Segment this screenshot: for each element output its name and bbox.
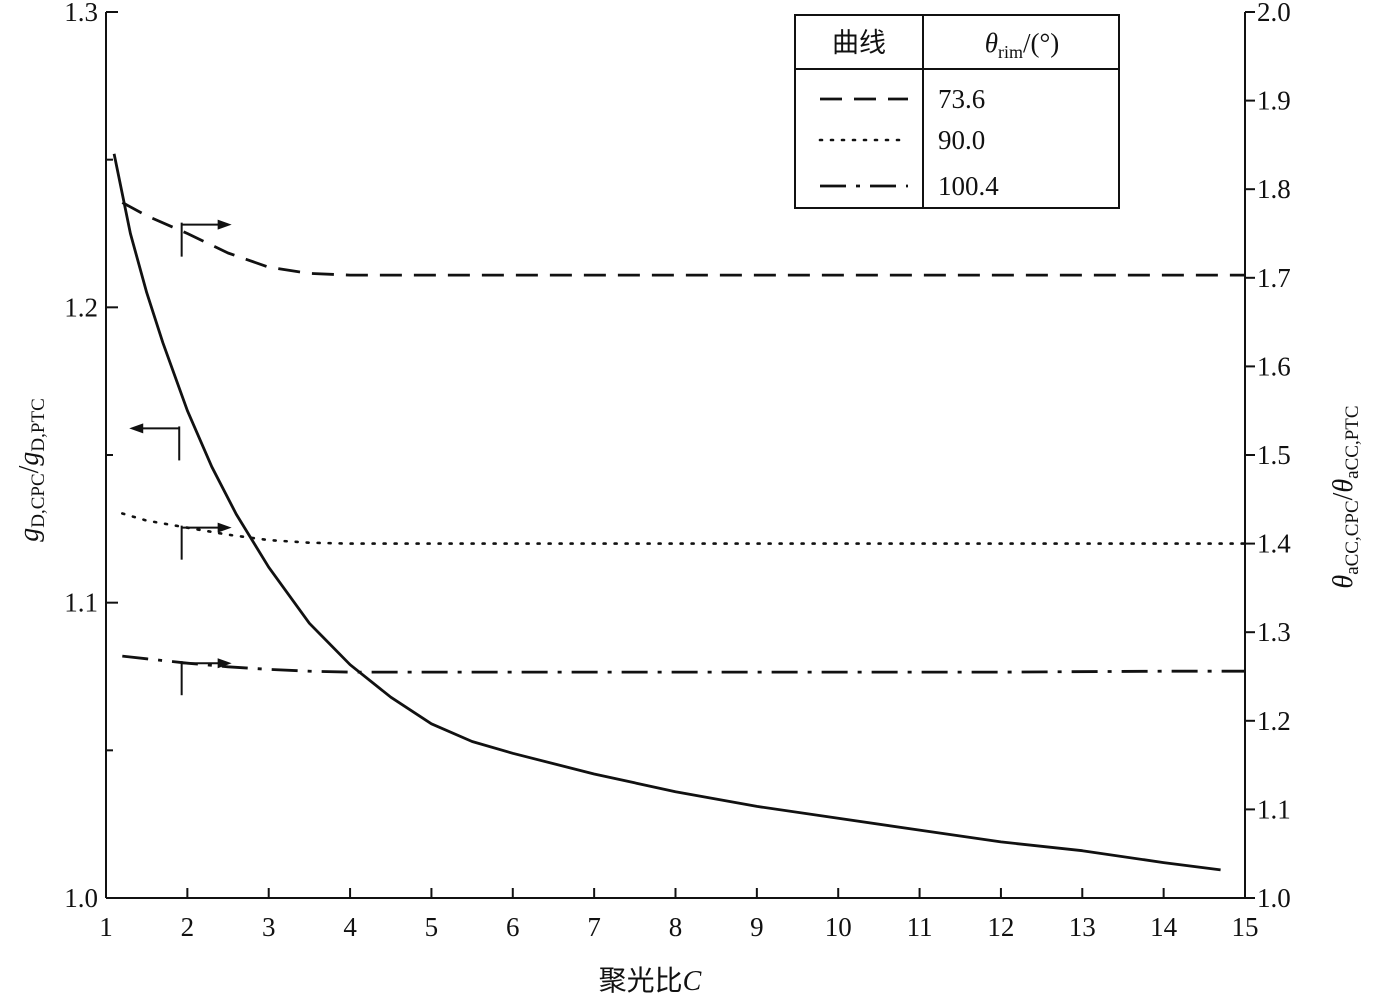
right-axis-title: θaCC,CPC/θaCC,PTC	[1328, 405, 1363, 588]
right-tick-label: 1.2	[1257, 706, 1291, 736]
series-group	[112, 153, 1247, 872]
arrow-head	[217, 522, 232, 533]
right-tick-label: 1.0	[1257, 883, 1291, 913]
x-axis-title: 聚光比C	[599, 965, 702, 996]
x-tick-label: 1	[99, 912, 113, 942]
series-line-solid	[112, 153, 1221, 872]
x-tick-label: 4	[343, 912, 357, 942]
x-tick-label: 8	[669, 912, 683, 942]
right-tick-label: 2.0	[1257, 0, 1291, 27]
x-tick-label: 5	[425, 912, 439, 942]
x-tick-label: 2	[181, 912, 195, 942]
right-tick-label: 1.7	[1257, 263, 1291, 293]
left-axis-title: gD,CPC/gD,PTC	[14, 398, 49, 542]
x-tick-label: 6	[506, 912, 520, 942]
right-tick-label: 1.4	[1257, 529, 1291, 559]
right-tick-label: 1.6	[1257, 351, 1291, 381]
right-tick-label: 1.1	[1257, 794, 1291, 824]
x-tick-label: 15	[1232, 912, 1259, 942]
legend-value: 100.4	[938, 171, 999, 201]
axis-arrow-right	[180, 658, 232, 696]
x-tick-label: 9	[750, 912, 764, 942]
right-tick-label: 1.5	[1257, 440, 1291, 470]
left-tick-label: 1.0	[64, 883, 98, 913]
x-tick-label: 11	[907, 912, 933, 942]
arrow-head	[217, 219, 232, 230]
axis-arrow-left	[129, 423, 181, 461]
left-tick-label: 1.2	[64, 292, 98, 322]
x-tick-label: 10	[825, 912, 852, 942]
legend: 曲线 θrim/(°) 73.6 90.0 100.4	[794, 14, 1120, 209]
series-line-dotted	[121, 512, 1247, 545]
series-line-dashed	[121, 201, 1245, 277]
series-line-dashdot	[122, 654, 1245, 674]
x-tick-label: 3	[262, 912, 276, 942]
left-tick-label: 1.1	[64, 588, 98, 618]
x-tick-label: 14	[1150, 912, 1178, 942]
x-tick-label: 12	[987, 912, 1014, 942]
axis-arrow-right	[180, 522, 232, 560]
axis-arrow-right	[180, 219, 232, 257]
arrow-head	[217, 658, 232, 669]
x-tick-label: 13	[1069, 912, 1096, 942]
legend-value: 73.6	[938, 84, 985, 114]
right-tick-label: 1.3	[1257, 617, 1291, 647]
legend-value: 90.0	[938, 125, 985, 155]
right-tick-label: 1.8	[1257, 174, 1291, 204]
legend-header-theta: θrim/(°)	[985, 28, 1060, 62]
axes: 1 2 3 4 5 6 7 8 9 10 11 12 13 14 151.01.11.21.31.01.11…	[64, 0, 1291, 942]
legend-header-curve: 曲线	[832, 28, 886, 58]
legend-entries: 73.6 90.0 100.4	[818, 84, 999, 201]
left-tick-label: 1.3	[64, 0, 98, 27]
annotations	[129, 219, 232, 696]
right-tick-label: 1.9	[1257, 86, 1291, 116]
x-tick-label: 7	[587, 912, 601, 942]
arrow-head	[129, 423, 144, 434]
legend-frame	[794, 14, 1120, 209]
